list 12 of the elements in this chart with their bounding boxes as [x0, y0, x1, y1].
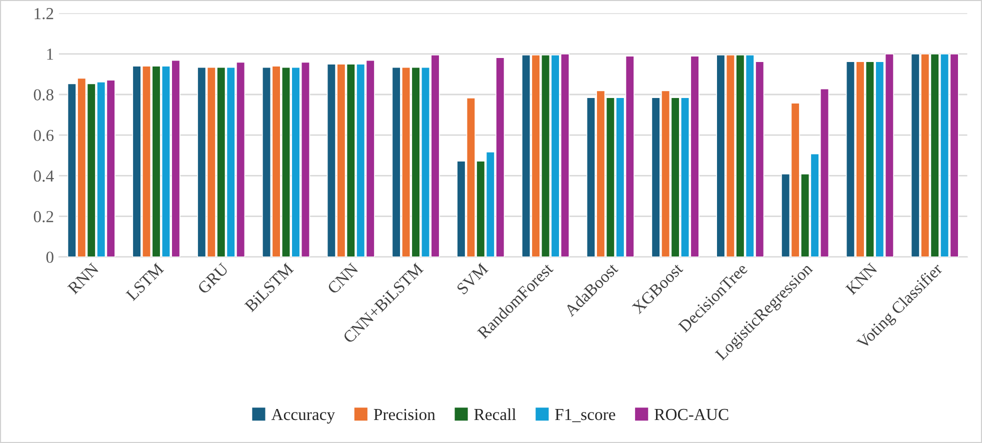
legend-label: Precision	[374, 408, 436, 420]
y-tick-label: 0.4	[34, 170, 54, 182]
y-tick-label: 0	[46, 252, 54, 263]
y-tick-label: 1.2	[34, 8, 54, 20]
y-tick-label: 0.2	[34, 211, 54, 222]
legend-label: F1_score	[555, 408, 616, 422]
y-tick-label: 0.6	[34, 130, 54, 142]
y-tick-label: 1	[47, 48, 54, 60]
legend-label: ROC-AUC	[654, 408, 728, 420]
legend-label: Recall	[474, 408, 516, 420]
y-tick-label: 0.8	[34, 89, 54, 101]
legend-label: Accuracy	[271, 408, 335, 424]
